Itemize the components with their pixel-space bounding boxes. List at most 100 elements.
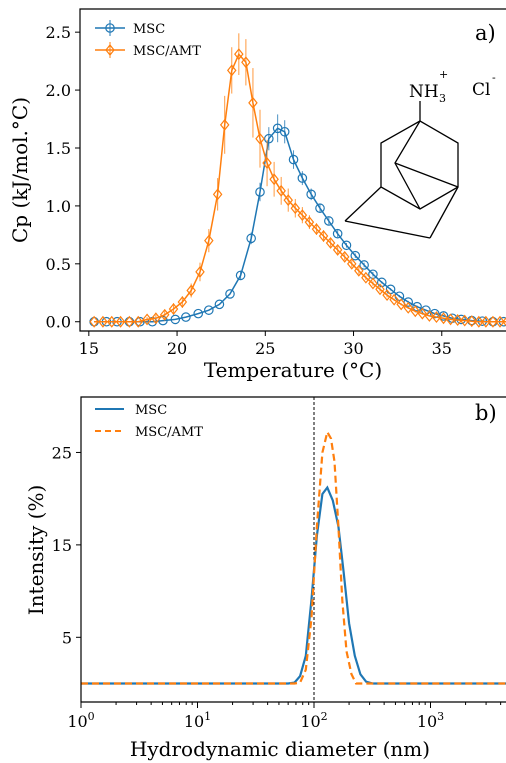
data-point — [410, 305, 421, 318]
x-tick-label: 102 — [300, 710, 327, 731]
y-tick-label: 15 — [52, 536, 72, 555]
panel-a-chart: 15 20 25 30 35 0.0 0.5 1.0 1.5 2.0 2.5 a) Temperat… — [8, 8, 506, 382]
data-point — [212, 188, 223, 201]
panel-a-axes-frame — [79, 8, 506, 332]
data-point — [502, 317, 506, 327]
data-point — [124, 315, 135, 328]
x-tick-label: 20 — [167, 339, 187, 358]
data-point — [262, 157, 272, 170]
data-point — [339, 250, 350, 263]
data-point — [255, 187, 265, 197]
legend-label-msc-amt: MSC/AMT — [135, 425, 203, 440]
data-point — [151, 312, 161, 325]
data-point — [311, 223, 322, 236]
panel-b-label: b) — [475, 401, 497, 425]
data-point — [341, 240, 352, 251]
data-point — [255, 132, 265, 145]
series-msc-amt — [89, 33, 506, 328]
data-point — [412, 301, 422, 312]
amine-charge: + — [439, 68, 448, 81]
data-point — [219, 118, 230, 131]
x-tick-label: 35 — [432, 339, 452, 358]
data-point — [276, 184, 286, 197]
x-tick-label: 101 — [184, 710, 211, 731]
counterion-label: Cl - — [472, 71, 496, 100]
data-point — [195, 265, 205, 278]
chloride-charge: - — [492, 71, 496, 84]
data-point — [452, 314, 463, 326]
data-point — [481, 315, 491, 328]
data-point — [204, 234, 214, 247]
legend-item-msc-amt: MSC/AMT — [95, 42, 201, 59]
data-point — [98, 315, 108, 328]
data-point — [235, 270, 246, 281]
panel-b-chart: 100 101 102 103 5 15 25 b) Hydrodynamic diamet… — [24, 396, 506, 761]
y-tick-label: 5 — [62, 628, 72, 647]
data-point — [332, 228, 343, 239]
legend-item-msc: MSC — [95, 403, 167, 418]
data-point — [159, 308, 170, 321]
adamantane-structure-icon — [344, 101, 459, 239]
x-tick-label: 100 — [67, 710, 94, 731]
data-point — [177, 296, 188, 309]
x-tick-label: 30 — [343, 339, 363, 358]
data-point — [297, 209, 308, 222]
data-point — [304, 216, 315, 229]
data-point — [315, 203, 325, 214]
y-tick-label: 25 — [52, 443, 72, 462]
series-msc-amt-line — [81, 429, 506, 685]
data-point — [350, 250, 361, 261]
data-point — [226, 64, 237, 77]
y-tick-label: 2.0 — [46, 81, 71, 100]
data-point — [403, 301, 414, 314]
data-point — [429, 308, 440, 319]
data-point — [459, 314, 470, 327]
x-tick-label: 25 — [255, 339, 275, 358]
legend-label-msc-amt: MSC/AMT — [133, 44, 201, 59]
x-tick-label: 15 — [79, 339, 99, 358]
data-point — [106, 315, 117, 328]
panel-a-x-axis-label: Temperature (°C) — [204, 358, 382, 382]
data-point — [283, 194, 294, 207]
data-point — [375, 283, 385, 296]
data-point — [354, 264, 364, 277]
panel-a-label: a) — [475, 21, 496, 45]
y-tick-label: 0.0 — [46, 313, 71, 332]
data-point — [89, 315, 99, 328]
data-point — [495, 315, 505, 328]
diamond-marker-icon — [105, 44, 115, 56]
y-tick-label: 0.5 — [46, 255, 71, 274]
data-point — [359, 260, 369, 270]
x-tick-label: 103 — [417, 710, 444, 731]
data-point — [246, 233, 256, 244]
amine-subscript: 3 — [439, 92, 446, 105]
data-point — [368, 277, 378, 290]
panel-a-y-axis-label: Cp (kJ/mol.°C) — [8, 97, 32, 243]
data-point — [269, 173, 279, 186]
legend-label-msc: MSC — [133, 22, 165, 37]
data-point — [346, 257, 357, 270]
y-tick-label: 1.5 — [46, 139, 71, 158]
data-point — [474, 315, 484, 328]
series-msc — [89, 114, 506, 327]
series-line — [94, 127, 506, 323]
panel-b-y-axis-label: Intensity (%) — [24, 485, 48, 616]
data-point — [306, 189, 316, 200]
data-point — [417, 307, 428, 320]
data-point — [332, 243, 343, 256]
data-point — [204, 305, 214, 315]
data-point — [142, 313, 152, 326]
data-point — [438, 312, 449, 325]
data-point — [431, 311, 442, 324]
data-point — [115, 315, 126, 328]
y-tick-label: 2.5 — [46, 23, 71, 42]
amine-group-label: NH 3 + — [409, 68, 448, 105]
data-point — [424, 309, 435, 322]
y-tick-label: 1.0 — [46, 197, 71, 216]
data-point — [248, 96, 258, 109]
data-point — [214, 299, 225, 310]
data-point — [318, 230, 329, 242]
legend-label-msc: MSC — [135, 403, 167, 418]
amine-label: NH — [409, 82, 439, 102]
data-point — [385, 284, 396, 295]
